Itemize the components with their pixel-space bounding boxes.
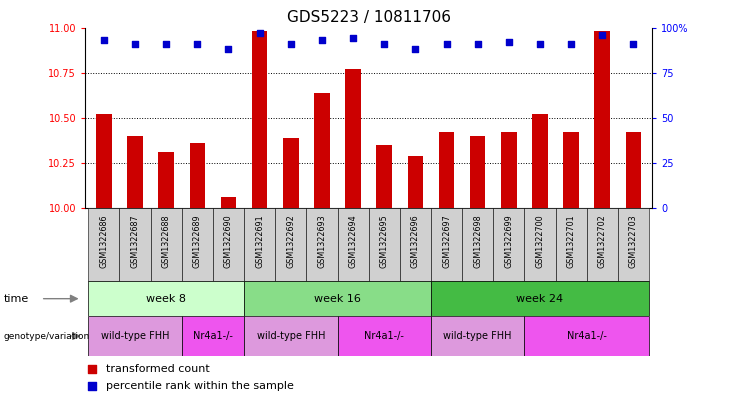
Text: Nr4a1-/-: Nr4a1-/- xyxy=(365,331,404,341)
Text: genotype/variation: genotype/variation xyxy=(4,332,90,340)
Point xyxy=(285,40,296,47)
Text: GSM1322702: GSM1322702 xyxy=(598,214,607,268)
Text: GSM1322687: GSM1322687 xyxy=(130,214,139,268)
Bar xyxy=(244,208,275,281)
Bar xyxy=(213,208,244,281)
Bar xyxy=(625,132,641,208)
Point xyxy=(222,46,234,52)
Point xyxy=(253,30,265,36)
Bar xyxy=(587,208,618,281)
Point xyxy=(441,40,453,47)
Point xyxy=(311,154,323,161)
Bar xyxy=(337,208,368,281)
Text: GSM1322697: GSM1322697 xyxy=(442,214,451,268)
Bar xyxy=(431,316,525,356)
Bar xyxy=(501,132,516,208)
Point xyxy=(379,40,391,47)
Bar xyxy=(431,208,462,281)
Bar xyxy=(96,114,112,208)
Bar xyxy=(182,208,213,281)
Point xyxy=(472,40,484,47)
Text: GSM1322696: GSM1322696 xyxy=(411,214,420,268)
Text: GSM1322701: GSM1322701 xyxy=(567,214,576,268)
Text: GSM1322700: GSM1322700 xyxy=(536,214,545,268)
Bar xyxy=(159,152,174,208)
Point xyxy=(410,46,422,52)
Text: GSM1322691: GSM1322691 xyxy=(255,214,264,268)
Text: GDS5223 / 10811706: GDS5223 / 10811706 xyxy=(287,10,451,25)
Bar xyxy=(252,31,268,208)
Bar xyxy=(221,197,236,208)
Text: percentile rank within the sample: percentile rank within the sample xyxy=(106,381,293,391)
Point xyxy=(160,40,172,47)
Text: transformed count: transformed count xyxy=(106,364,210,374)
Text: wild-type FHH: wild-type FHH xyxy=(443,331,512,341)
Point xyxy=(503,39,515,45)
Point xyxy=(311,307,323,313)
Point xyxy=(98,37,110,43)
Bar xyxy=(283,138,299,208)
Bar xyxy=(556,208,587,281)
Bar xyxy=(314,93,330,208)
Bar xyxy=(376,145,392,208)
Point xyxy=(191,40,203,47)
Bar xyxy=(525,316,649,356)
Bar xyxy=(439,132,454,208)
Point xyxy=(316,37,328,43)
Bar xyxy=(190,143,205,208)
Text: week 16: week 16 xyxy=(314,294,361,304)
Point xyxy=(129,40,141,47)
Text: week 8: week 8 xyxy=(146,294,186,304)
Text: GSM1322689: GSM1322689 xyxy=(193,214,202,268)
Text: GSM1322703: GSM1322703 xyxy=(629,214,638,268)
Text: wild-type FHH: wild-type FHH xyxy=(256,331,325,341)
Bar xyxy=(368,208,400,281)
Bar xyxy=(408,156,423,208)
Point xyxy=(534,40,546,47)
Text: GSM1322699: GSM1322699 xyxy=(505,214,514,268)
Bar xyxy=(150,208,182,281)
Bar xyxy=(88,208,119,281)
Text: GSM1322688: GSM1322688 xyxy=(162,214,170,268)
Bar xyxy=(494,208,525,281)
Text: Nr4a1-/-: Nr4a1-/- xyxy=(193,331,233,341)
Bar xyxy=(470,136,485,208)
Text: GSM1322695: GSM1322695 xyxy=(379,214,389,268)
Bar xyxy=(306,208,337,281)
Text: week 24: week 24 xyxy=(516,294,563,304)
Bar xyxy=(127,136,143,208)
Bar xyxy=(88,316,182,356)
Text: GSM1322694: GSM1322694 xyxy=(348,214,358,268)
Bar xyxy=(431,281,649,316)
Bar xyxy=(525,208,556,281)
Bar xyxy=(400,208,431,281)
Text: GSM1322690: GSM1322690 xyxy=(224,214,233,268)
Point xyxy=(565,40,577,47)
Bar xyxy=(337,316,431,356)
Text: time: time xyxy=(4,294,29,304)
Text: GSM1322692: GSM1322692 xyxy=(286,214,295,268)
Text: Nr4a1-/-: Nr4a1-/- xyxy=(567,331,607,341)
Bar xyxy=(618,208,649,281)
Text: wild-type FHH: wild-type FHH xyxy=(101,331,169,341)
Bar xyxy=(345,69,361,208)
Bar xyxy=(532,114,548,208)
Bar xyxy=(119,208,150,281)
Point xyxy=(347,35,359,42)
Bar xyxy=(275,208,306,281)
Text: GSM1322698: GSM1322698 xyxy=(473,214,482,268)
Bar xyxy=(88,281,244,316)
Bar xyxy=(462,208,494,281)
Bar xyxy=(244,316,337,356)
Bar xyxy=(563,132,579,208)
Bar xyxy=(594,31,610,208)
Text: GSM1322693: GSM1322693 xyxy=(317,214,327,268)
Point xyxy=(597,31,608,38)
Bar xyxy=(182,316,244,356)
Point xyxy=(628,40,639,47)
Text: GSM1322686: GSM1322686 xyxy=(99,214,108,268)
Bar xyxy=(244,281,431,316)
